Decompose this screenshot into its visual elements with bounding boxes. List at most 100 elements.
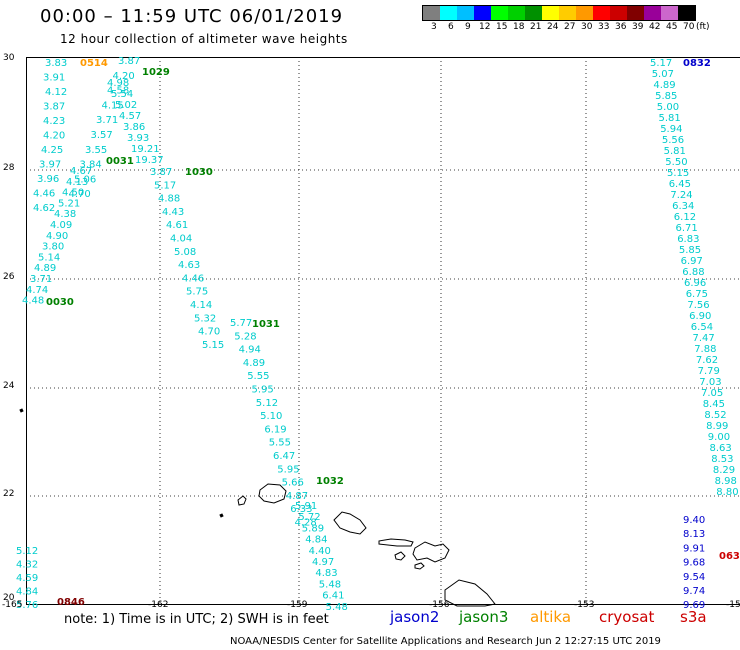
wave-height-value: 19.21	[131, 144, 160, 155]
wave-height-value: 4.46	[33, 189, 55, 200]
wave-height-value: 3.71	[30, 274, 52, 285]
wave-height-value: 4.88	[158, 194, 180, 205]
wave-height-value: 3.84	[80, 160, 102, 171]
wave-height-value: 8.13	[683, 529, 705, 540]
wave-height-value: 4.89	[243, 358, 265, 369]
wave-height-value: 6.75	[686, 289, 708, 300]
wave-height-value: 7.24	[670, 190, 692, 201]
wave-height-value: 7.56	[687, 300, 709, 311]
latitude-label: 28	[3, 163, 15, 173]
legend-swatch	[559, 6, 576, 20]
wave-height-value: 9.40	[683, 515, 705, 526]
wave-height-value: 5.32	[194, 313, 216, 324]
wave-height-value: 4.84	[16, 587, 38, 598]
wave-height-value: 5.66	[282, 478, 304, 489]
wave-height-value: 5.81	[659, 113, 681, 124]
wave-height-value: 4.13	[66, 177, 88, 188]
wave-height-value: 5.21	[58, 198, 80, 209]
wave-height-value: 6.33	[290, 504, 312, 515]
wave-height-value: 3.86	[123, 122, 145, 133]
longitude-label: -154	[726, 600, 740, 610]
wave-height-value: 5.55	[269, 438, 291, 449]
wave-height-value: 3.87	[43, 102, 65, 113]
legend-swatch	[423, 6, 440, 20]
pass-time-label: 0514	[80, 58, 108, 69]
wave-height-value: 5.89	[302, 523, 324, 534]
longitude-label: -165	[2, 600, 23, 610]
wave-height-value: 8.29	[713, 465, 735, 476]
wave-height-value: 5.28	[234, 331, 256, 342]
wave-height-value: 3.57	[91, 130, 113, 141]
wave-height-value: 5.17	[154, 180, 176, 191]
legend-swatch	[525, 6, 542, 20]
wave-height-value: 7.88	[694, 344, 716, 355]
wave-height-value: 3.93	[127, 133, 149, 144]
wave-height-value: 6.47	[273, 451, 295, 462]
wave-height-value: 5.12	[256, 398, 278, 409]
wave-height-value: 4.20	[43, 131, 65, 142]
small-island	[219, 513, 224, 518]
latitude-label: 30	[3, 53, 15, 63]
maui-island	[412, 541, 450, 563]
wave-height-value: 4.70	[69, 189, 91, 200]
wave-height-value: 5.15	[667, 168, 689, 179]
longitude-label: -156	[429, 600, 450, 610]
wave-height-value: 4.61	[166, 220, 188, 231]
kahoolawe-island	[414, 562, 425, 570]
wave-height-value: 3.97	[39, 160, 61, 171]
wave-height-value: 3.91	[43, 73, 65, 84]
legend-tick-label: 42	[649, 22, 661, 32]
wave-height-value: 4.87	[286, 491, 308, 502]
legend-swatch	[440, 6, 457, 20]
latitude-label: 20	[3, 593, 15, 603]
legend-swatch	[542, 6, 559, 20]
legend-swatch	[610, 6, 627, 20]
legend-swatch	[576, 6, 593, 20]
lanai-island	[394, 551, 406, 561]
wave-height-value: 4.70	[198, 327, 220, 338]
wave-height-value: 5.48	[326, 602, 348, 613]
wave-height-value: 8.45	[703, 399, 725, 410]
wave-height-value: 9.74	[683, 586, 705, 597]
legend-tick-label: 27	[564, 22, 576, 32]
wave-height-value: 9.54	[683, 572, 705, 583]
wave-height-value: 4.14	[190, 300, 212, 311]
wave-height-value: 7.03	[699, 377, 721, 388]
wave-height-value: 6.96	[684, 278, 706, 289]
wave-height-value: 6.41	[322, 591, 344, 602]
wave-height-value: 4.46	[182, 273, 204, 284]
wave-height-value: 4.43	[162, 207, 184, 218]
legend-tick-label: 15	[496, 22, 508, 32]
wave-height-value: 5.15	[202, 340, 224, 351]
wave-height-value: 4.83	[315, 568, 337, 579]
wave-height-value: 6.34	[672, 201, 694, 212]
wave-height-value: 8.80	[716, 487, 738, 498]
wave-height-value: 4.63	[178, 260, 200, 271]
wave-height-value: 9.91	[683, 543, 705, 554]
wave-height-value: 4.74	[26, 285, 48, 296]
legend-swatch	[678, 6, 695, 20]
map-title: 00:00 – 11:59 UTC 06/01/2019	[40, 6, 344, 27]
pass-time-label: 1029	[142, 67, 170, 78]
wave-height-value: 5.75	[186, 287, 208, 298]
pass-time-label: 1032	[316, 476, 344, 487]
wave-height-value: 4.94	[239, 345, 261, 356]
wave-height-value: 5.07	[652, 69, 674, 80]
wave-height-value: 5.08	[174, 247, 196, 258]
wave-height-value: 4.50	[62, 188, 84, 199]
wave-height-value: 6.83	[677, 234, 699, 245]
wave-height-value: 3.55	[85, 145, 107, 156]
legend-swatch	[508, 6, 525, 20]
map-plot-area	[26, 57, 740, 605]
wave-height-value: 7.79	[698, 366, 720, 377]
wave-height-value: 4.40	[309, 546, 331, 557]
legend-unit: (ft)	[696, 22, 710, 32]
wave-height-value: 7.05	[701, 388, 723, 399]
longitude-label: -162	[148, 600, 169, 610]
wave-height-value: 5.02	[115, 100, 137, 111]
hawaii-island	[444, 579, 496, 607]
legend-tick-label: 36	[615, 22, 627, 32]
wave-height-value: 6.97	[681, 256, 703, 267]
small-island-north	[19, 408, 24, 413]
